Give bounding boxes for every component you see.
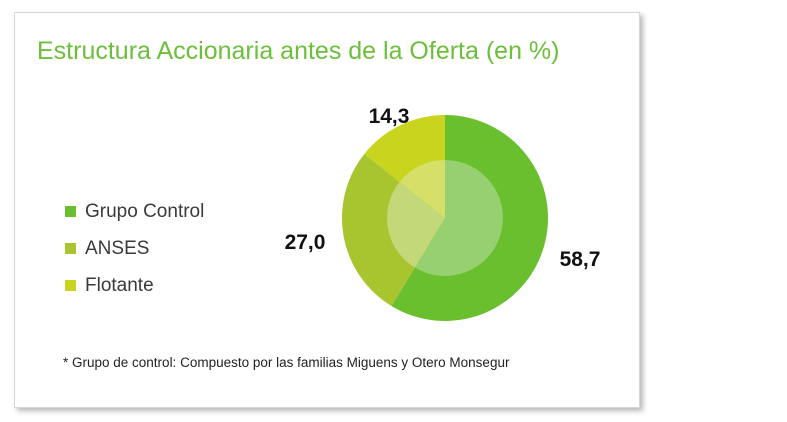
legend-label: Grupo Control [85,200,205,222]
pie-slice-inner-grupo-control [414,160,503,276]
legend-item-flotante: Flotante [65,267,204,304]
legend: Grupo Control ANSES Flotante [65,193,204,304]
legend-swatch [65,280,76,291]
footnote: * Grupo de control: Compuesto por las fa… [63,355,510,370]
chart-card: Estructura Accionaria antes de la Oferta… [14,12,640,408]
legend-swatch [65,206,76,217]
legend-label: ANSES [85,237,150,259]
legend-item-anses: ANSES [65,230,204,267]
data-label-grupo-control: 58,7 [560,248,601,271]
chart-title: Estructura Accionaria antes de la Oferta… [37,37,560,65]
legend-item-grupo-control: Grupo Control [65,193,204,230]
pie-slice-inner-flotante [399,160,445,218]
data-label-anses: 27,0 [285,231,326,254]
legend-swatch [65,243,76,254]
pie-chart: 58,7 27,0 14,3 [285,105,601,322]
pie-slice-inner-anses [386,181,445,268]
legend-label: Flotante [85,274,154,296]
data-label-flotante: 14,3 [369,105,410,128]
